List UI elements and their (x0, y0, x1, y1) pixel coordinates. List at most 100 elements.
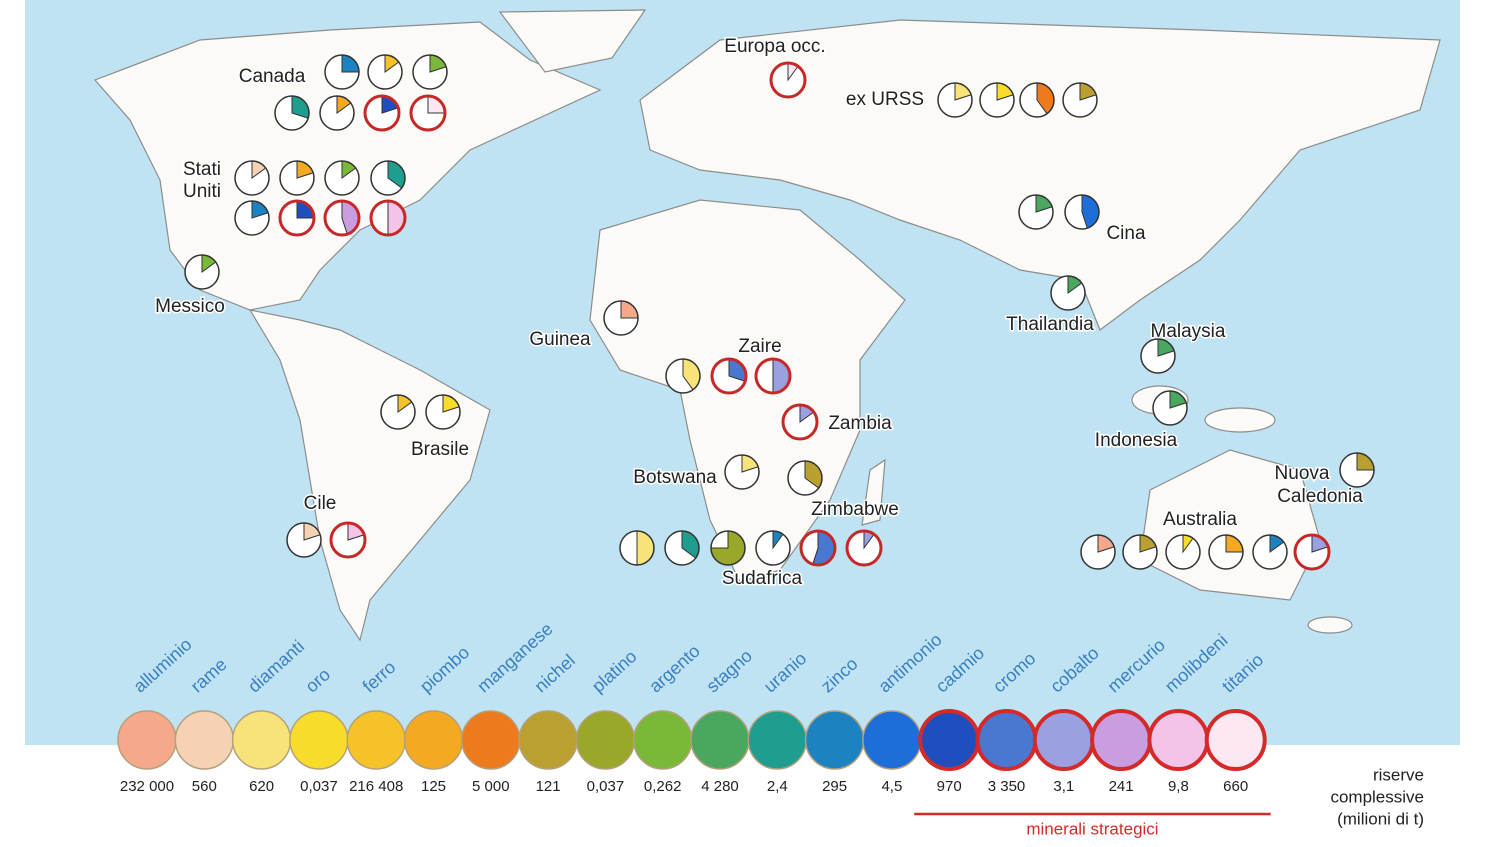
country-label: Uniti (183, 181, 221, 202)
reserve-value: 0,037 (300, 778, 338, 795)
mineral-pie (1152, 390, 1188, 426)
legend-swatch (862, 710, 922, 770)
mineral-pie (769, 61, 807, 99)
mineral-pie (412, 54, 448, 90)
mineral-pie (755, 530, 791, 566)
mineral-pie (323, 199, 361, 237)
south-america (248, 309, 491, 642)
country-label: Stati (183, 159, 221, 180)
mineral-pie (370, 160, 406, 196)
pie-rim (1019, 82, 1055, 118)
mineral-pie (184, 254, 220, 290)
mineral-pie (799, 529, 837, 567)
mineral-pie (1208, 534, 1244, 570)
reserve-value: 9,8 (1168, 778, 1189, 795)
pie-rim (1140, 338, 1176, 374)
country-label: Messico (155, 296, 225, 317)
country-label: Sudafrica (722, 568, 803, 589)
pie-rim (755, 530, 791, 566)
pie-rim (412, 54, 448, 90)
legend-swatch (632, 710, 693, 770)
mineral-pie (324, 160, 360, 196)
reserve-value: 125 (421, 778, 446, 795)
mineral-pie (1064, 194, 1100, 230)
mineral-pie (665, 358, 701, 394)
legend-swatch (804, 710, 865, 770)
legend-swatch (1032, 709, 1095, 771)
country-label: Cina (1106, 223, 1146, 244)
mineral-pie (329, 521, 367, 559)
pie-rim (363, 94, 401, 132)
mineral-pie (1339, 452, 1375, 488)
pie-rim (603, 300, 639, 336)
mineral-pie (1080, 534, 1116, 570)
pie-rim (1165, 534, 1201, 570)
pie-rim (619, 530, 655, 566)
pie-rim (1339, 452, 1375, 488)
mineral-pie (1165, 534, 1201, 570)
legend-swatch (1204, 709, 1267, 771)
reserve-value: 5 000 (472, 778, 510, 795)
new-guinea (1204, 407, 1276, 433)
country-label: Australia (1163, 509, 1237, 530)
pie-rim (979, 82, 1015, 118)
mineral-pie (603, 300, 639, 336)
country-label: Zambia (828, 413, 892, 434)
unit-label: riserve (1373, 765, 1424, 784)
country-label: Europa occ. (724, 36, 825, 57)
pie-rim (1122, 534, 1158, 570)
legend-swatch (117, 710, 177, 770)
pie-rim (324, 54, 360, 90)
unit-label: (milioni di t) (1337, 809, 1424, 828)
reserve-value: 216 408 (349, 778, 403, 795)
reserve-value: 232 000 (120, 778, 174, 795)
reserve-value: 4,5 (881, 778, 902, 795)
reserve-value: 121 (536, 778, 561, 795)
pie-rim (1080, 534, 1116, 570)
pie-rim (323, 199, 361, 237)
pie-rim (664, 530, 700, 566)
mineral-pie (234, 160, 270, 196)
pie-rim (1064, 194, 1100, 230)
reserve-value: 660 (1223, 778, 1248, 795)
country-label: Nuova (1275, 463, 1330, 484)
new-zealand (1307, 616, 1353, 634)
pie-rim (409, 94, 447, 132)
pie-rim (1018, 194, 1054, 230)
pie-rim (1062, 82, 1098, 118)
mineral-pie (367, 54, 403, 90)
mineral-pie (937, 82, 973, 118)
pie-rim (710, 530, 746, 566)
legend-swatch (403, 710, 464, 770)
mineral-pie (1140, 338, 1176, 374)
mineral-pie (754, 357, 792, 395)
mineral-pie (710, 530, 746, 566)
country-label: Thailandia (1006, 314, 1094, 335)
mineral-pie (425, 394, 461, 430)
country-label: Malaysia (1151, 321, 1226, 342)
mineral-pie (1018, 194, 1054, 230)
mineral-pie (274, 95, 310, 131)
country-label: Indonesia (1095, 430, 1178, 451)
pie-rim (234, 160, 270, 196)
pie-rim (279, 160, 315, 196)
pie-rim (370, 160, 406, 196)
pie-rim (234, 200, 270, 236)
mineral-pie (278, 199, 316, 237)
reserve-value: 560 (192, 778, 217, 795)
reserve-value: 0,037 (587, 778, 625, 795)
greenland (498, 9, 647, 73)
reserve-value: 970 (937, 778, 962, 795)
reserve-value: 295 (822, 778, 847, 795)
pie-rim (1208, 534, 1244, 570)
mineral-pie (1062, 82, 1098, 118)
reserve-value: 3 350 (988, 778, 1026, 795)
pie-rim (1152, 390, 1188, 426)
country-label: ex URSS (846, 89, 924, 110)
pie-rim (367, 54, 403, 90)
reserve-value: 620 (249, 778, 274, 795)
mineral-pie (1252, 534, 1288, 570)
reserve-value: 0,262 (644, 778, 682, 795)
pie-rim (324, 160, 360, 196)
